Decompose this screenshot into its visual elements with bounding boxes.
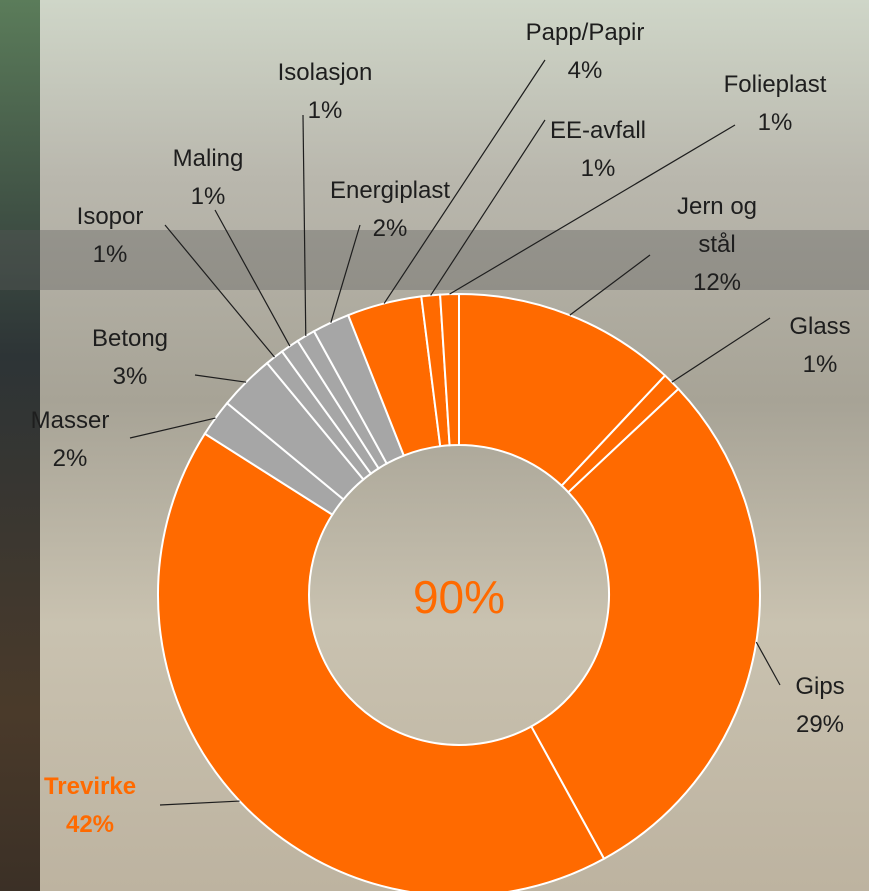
segment-name: Folieplast [724, 66, 827, 104]
segment-name: Energiplast [330, 172, 450, 210]
segment-name: Isopor [77, 198, 144, 236]
segment-value-label: 42% [66, 806, 114, 844]
leader-line [331, 225, 360, 323]
leader-line [130, 418, 215, 438]
segment-value-label: 1% [758, 104, 793, 142]
segment-name: Betong [92, 320, 168, 358]
segment-value-label: 2% [373, 210, 408, 248]
segment-name: Masser [31, 402, 110, 440]
leader-line [165, 225, 275, 357]
segment-value-label: 29% [796, 706, 844, 744]
segment-value-label: 1% [93, 236, 128, 274]
leader-line [215, 210, 290, 346]
leader-line [672, 318, 770, 382]
segment-value-label: 1% [803, 346, 838, 384]
segment-value-label: 3% [113, 358, 148, 396]
leader-line [195, 375, 246, 382]
leader-line [303, 115, 306, 336]
segment-value-label: 4% [568, 52, 603, 90]
segment-value-label: 12% [693, 264, 741, 302]
leader-line [756, 642, 780, 685]
segment-name: Papp/Papir [526, 14, 645, 52]
center-label: 90% [413, 570, 505, 624]
segment-value-label: 1% [191, 178, 226, 216]
segment-name: Isolasjon [278, 54, 373, 92]
donut-segment [158, 434, 604, 891]
segment-value-label: 2% [53, 440, 88, 478]
segment-name: EE-avfall [550, 112, 646, 150]
segment-name: Trevirke [44, 768, 136, 806]
segment-value-label: 1% [308, 92, 343, 130]
donut-svg [0, 0, 869, 891]
leader-line [160, 801, 240, 805]
segment-name: Gips [795, 668, 844, 706]
segment-name: Maling [173, 140, 244, 178]
segment-value-label: 1% [581, 150, 616, 188]
leader-line [570, 255, 650, 315]
chart: 90% Jern og stål12%Glass1%Gips29%Trevirk… [0, 0, 869, 891]
segment-name: Jern og stål [662, 188, 772, 264]
segment-name: Glass [789, 308, 850, 346]
